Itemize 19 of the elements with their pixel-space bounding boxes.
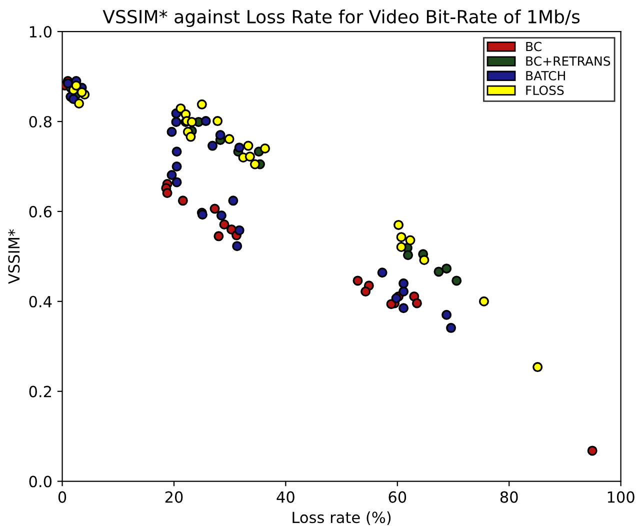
y-tick-label: 0.8 — [29, 116, 52, 128]
legend-label: FLOSS — [526, 86, 564, 96]
legend-label: BATCH — [526, 70, 565, 80]
y-axis-title: VSSIM* — [8, 229, 20, 284]
x-tick-label: 40 — [276, 491, 294, 503]
y-tick-label: 0.4 — [29, 296, 52, 308]
legend-label: BC — [526, 42, 542, 52]
y-tick-label: 1.0 — [30, 26, 52, 38]
x-tick-label: 60 — [388, 491, 406, 503]
y-tick-label: 0.2 — [29, 386, 52, 398]
x-tick-label: 20 — [165, 491, 183, 503]
y-tick-label: 0.0 — [29, 476, 52, 488]
x-tick-label: 80 — [500, 491, 518, 503]
y-tick-label: 0.6 — [29, 206, 52, 218]
chart-title: VSSIM* against Loss Rate for Video Bit-Rate of 1Mb/s — [102, 10, 580, 27]
legend-label: BC+RETRANS — [526, 56, 610, 66]
x-axis-title: Loss rate (%) — [292, 511, 391, 525]
x-tick-label: 0 — [58, 491, 66, 503]
x-tick-label: 100 — [608, 491, 634, 503]
